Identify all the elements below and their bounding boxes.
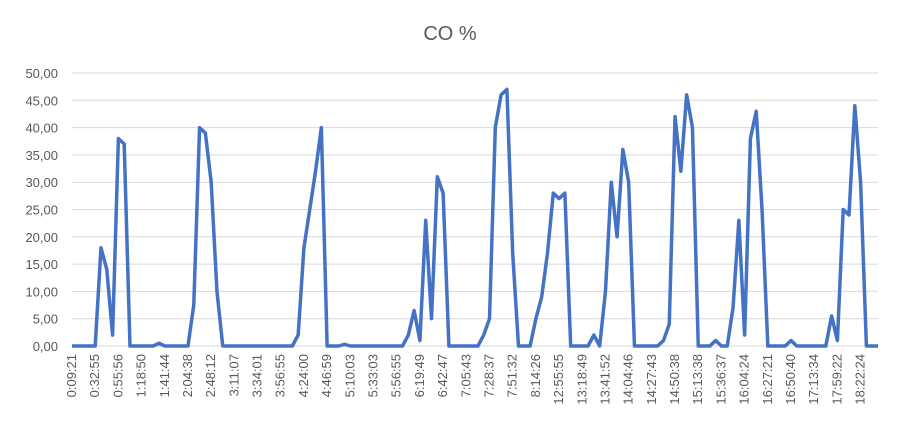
x-tick-label: 15:36:37 [713, 354, 728, 405]
x-tick-label: 5:10:03 [342, 354, 357, 397]
x-tick-label: 7:51:32 [505, 354, 520, 397]
x-tick-label: 16:50:40 [783, 354, 798, 405]
x-tick-label: 5:56:55 [389, 354, 404, 397]
x-tick-label: 7:28:37 [481, 354, 496, 397]
x-tick-label: 14:27:43 [644, 354, 659, 405]
x-tick-label: 6:42:47 [435, 354, 450, 397]
y-tick-label: 50,00 [25, 66, 58, 81]
x-tick-label: 6:19:49 [412, 354, 427, 397]
y-tick-label: 20,00 [25, 230, 58, 245]
x-tick-label: 4:24:00 [296, 354, 311, 397]
x-tick-label: 13:41:52 [597, 354, 612, 405]
y-tick-label: 30,00 [25, 175, 58, 190]
x-tick-label: 12:55:55 [551, 354, 566, 405]
y-tick-label: 25,00 [25, 203, 58, 218]
x-tick-label: 16:27:21 [760, 354, 775, 405]
x-tick-label: 5:33:03 [366, 354, 381, 397]
data-line [72, 87, 878, 348]
x-tick-label: 13:18:49 [574, 354, 589, 405]
x-tick-label: 16:04:24 [737, 354, 752, 405]
x-tick-label: 2:48:12 [203, 354, 218, 397]
x-tick-label: 0:55:56 [110, 354, 125, 397]
x-tick-label: 8:14:26 [528, 354, 543, 397]
chart-title: CO % [423, 23, 477, 45]
x-tick-label: 3:34:01 [250, 354, 265, 397]
y-tick-label: 15,00 [25, 257, 58, 272]
x-tick-label: 14:04:46 [621, 354, 636, 405]
y-tick-label: 45,00 [25, 93, 58, 108]
x-tick-label: 17:13:34 [806, 354, 821, 405]
x-tick-label: 18:22:24 [853, 354, 868, 405]
x-tick-label: 1:18:50 [134, 354, 149, 397]
y-tick-label: 5,00 [33, 312, 58, 327]
x-tick-label: 3:11:07 [226, 354, 241, 396]
x-tick-label: 14:50:38 [667, 354, 682, 405]
y-tick-label: 0,00 [33, 339, 58, 354]
y-tick-label: 40,00 [25, 121, 58, 136]
x-tick-label: 7:05:43 [458, 354, 473, 397]
x-tick-label: 4:46:59 [319, 354, 334, 397]
x-tick-label: 0:09:21 [64, 354, 79, 397]
y-tick-label: 10,00 [25, 284, 58, 299]
x-tick-label: 17:59:22 [829, 354, 844, 405]
x-tick-label: 2:04:38 [180, 354, 195, 397]
x-tick-label: 3:56:55 [273, 354, 288, 397]
x-tick-label: 1:41:44 [157, 354, 172, 397]
x-tick-label: 0:32:55 [87, 354, 102, 397]
x-tick-label: 15:13:38 [690, 354, 705, 405]
y-tick-label: 35,00 [25, 148, 58, 163]
